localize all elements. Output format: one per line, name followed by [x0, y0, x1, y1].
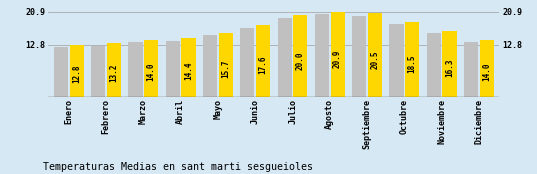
Bar — [352, 16, 366, 97]
Text: 13.2: 13.2 — [110, 64, 119, 82]
Bar — [368, 13, 382, 97]
Text: 18.5: 18.5 — [408, 54, 417, 73]
Text: 20.9: 20.9 — [333, 50, 342, 68]
Bar — [54, 47, 68, 97]
Bar — [256, 25, 270, 97]
Bar — [128, 42, 143, 97]
Bar — [293, 15, 307, 97]
Bar — [442, 31, 456, 97]
Bar — [480, 40, 494, 97]
Bar — [182, 38, 195, 97]
Bar — [91, 46, 105, 97]
Text: 20.0: 20.0 — [296, 51, 305, 70]
Bar — [278, 18, 292, 97]
Bar — [144, 40, 158, 97]
Bar — [315, 14, 329, 97]
Bar — [389, 24, 404, 97]
Text: 15.7: 15.7 — [221, 59, 230, 78]
Text: 14.0: 14.0 — [147, 62, 156, 81]
Bar — [331, 12, 345, 97]
Bar — [70, 45, 84, 97]
Bar — [405, 22, 419, 97]
Bar — [241, 27, 255, 97]
Text: 20.5: 20.5 — [371, 50, 380, 69]
Bar — [219, 33, 233, 97]
Text: 17.6: 17.6 — [258, 56, 267, 74]
Bar — [107, 43, 121, 97]
Bar — [203, 35, 217, 97]
Text: 14.0: 14.0 — [482, 62, 491, 81]
Text: Temperaturas Medias en sant marti sesgueioles: Temperaturas Medias en sant marti sesgue… — [43, 162, 313, 172]
Text: 12.8: 12.8 — [72, 65, 81, 83]
Text: 14.4: 14.4 — [184, 62, 193, 80]
Text: 16.3: 16.3 — [445, 58, 454, 77]
Bar — [427, 33, 441, 97]
Bar — [464, 42, 478, 97]
Bar — [166, 41, 180, 97]
